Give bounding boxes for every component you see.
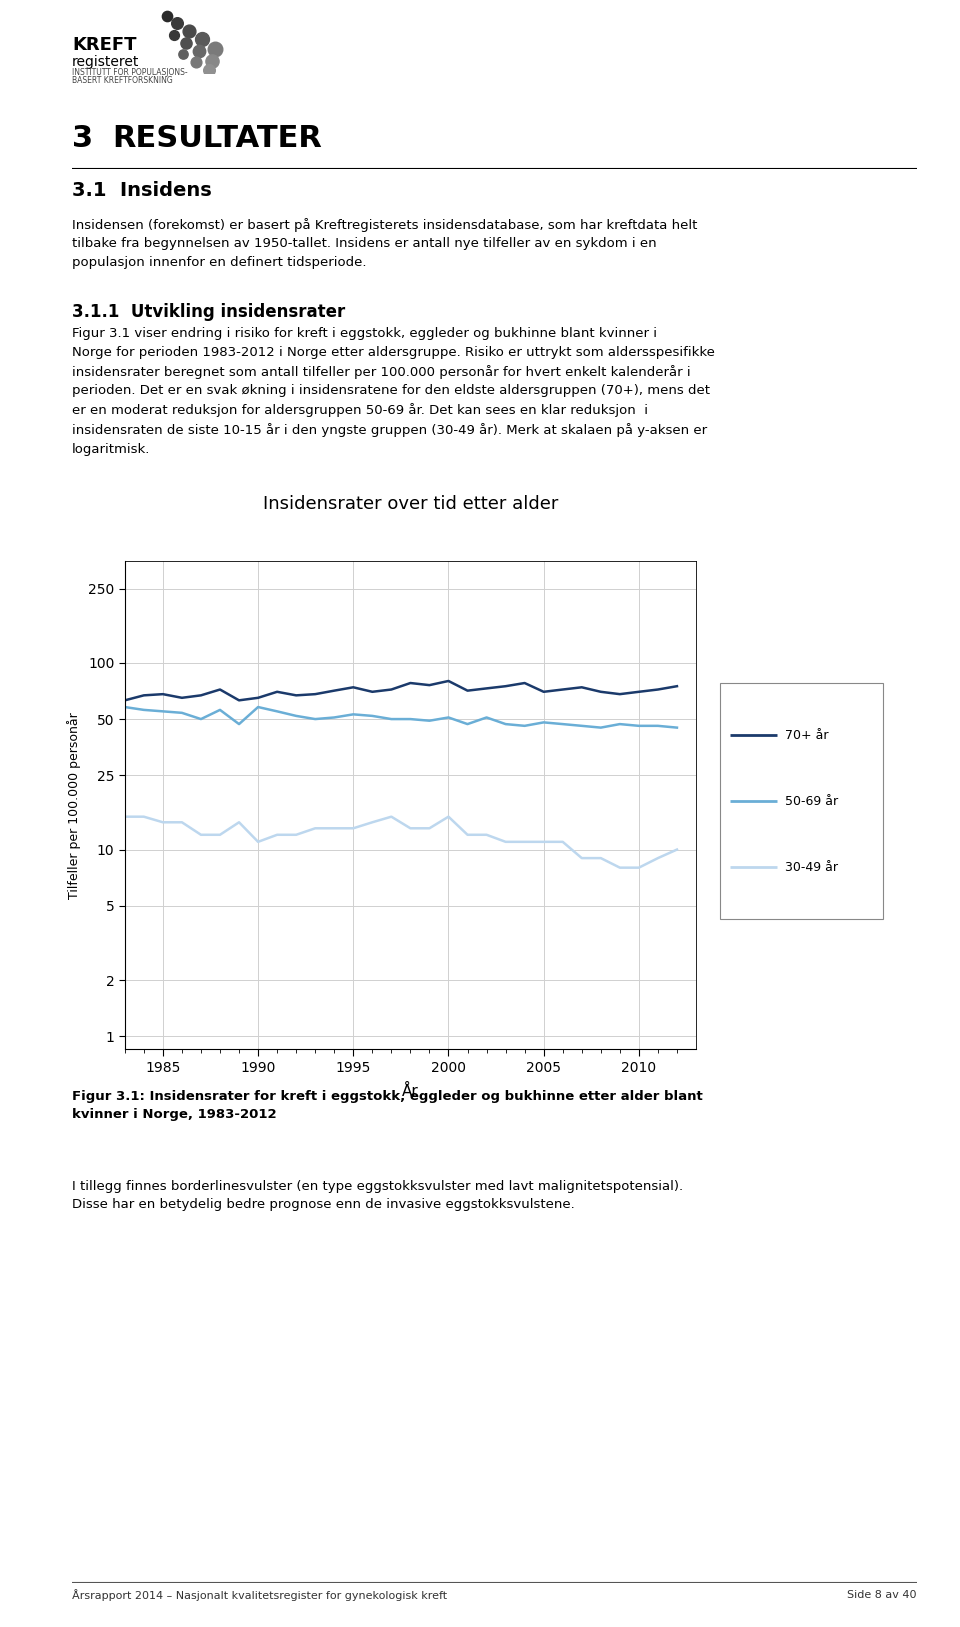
Text: Insidensrater over tid etter alder: Insidensrater over tid etter alder	[263, 495, 558, 513]
Point	[201, 57, 216, 83]
Point	[159, 3, 175, 29]
Point	[175, 41, 190, 67]
Text: RESULTATER: RESULTATER	[112, 124, 323, 153]
Point	[179, 31, 194, 57]
Point	[170, 10, 185, 36]
Text: Figur 3.1 viser endring i risiko for kreft i eggstokk, eggleder og bukhinne blan: Figur 3.1 viser endring i risiko for kre…	[72, 327, 715, 456]
Point	[194, 26, 209, 52]
Point	[207, 36, 223, 62]
Text: Side 8 av 40: Side 8 av 40	[848, 1590, 917, 1599]
Text: KREFT: KREFT	[72, 36, 136, 54]
Text: Årsrapport 2014 – Nasjonalt kvalitetsregister for gynekologisk kreft: Årsrapport 2014 – Nasjonalt kvalitetsreg…	[72, 1590, 447, 1601]
Point	[204, 47, 220, 73]
Y-axis label: Tilfeller per 100.000 personår: Tilfeller per 100.000 personår	[67, 713, 81, 898]
Point	[191, 39, 206, 65]
Point	[180, 18, 197, 44]
Text: Insidensen (forekomst) er basert på Kreftregisterets insidensdatabase, som har k: Insidensen (forekomst) er basert på Kref…	[72, 218, 697, 268]
Text: BASERT KREFTFORSKNING: BASERT KREFTFORSKNING	[72, 76, 173, 86]
Text: registeret: registeret	[72, 55, 139, 70]
Text: 3.1.1  Utvikling insidensrater: 3.1.1 Utvikling insidensrater	[72, 303, 346, 321]
Text: 3: 3	[72, 124, 93, 153]
Point	[166, 21, 181, 47]
X-axis label: År: År	[402, 1084, 419, 1098]
Text: 3.1  Insidens: 3.1 Insidens	[72, 181, 212, 200]
Text: INSTITUTT FOR POPULASJONS-: INSTITUTT FOR POPULASJONS-	[72, 68, 187, 78]
Text: 50-69 år: 50-69 år	[785, 796, 838, 807]
Text: I tillegg finnes borderlinesvulster (en type eggstokksvulster med lavt malignite: I tillegg finnes borderlinesvulster (en …	[72, 1180, 684, 1210]
Text: 70+ år: 70+ år	[785, 729, 828, 742]
Point	[188, 49, 204, 75]
Text: Figur 3.1: Insidensrater for kreft i eggstokk, eggleder og bukhinne etter alder : Figur 3.1: Insidensrater for kreft i egg…	[72, 1090, 703, 1121]
FancyBboxPatch shape	[720, 683, 883, 919]
Text: 30-49 år: 30-49 år	[785, 861, 838, 874]
